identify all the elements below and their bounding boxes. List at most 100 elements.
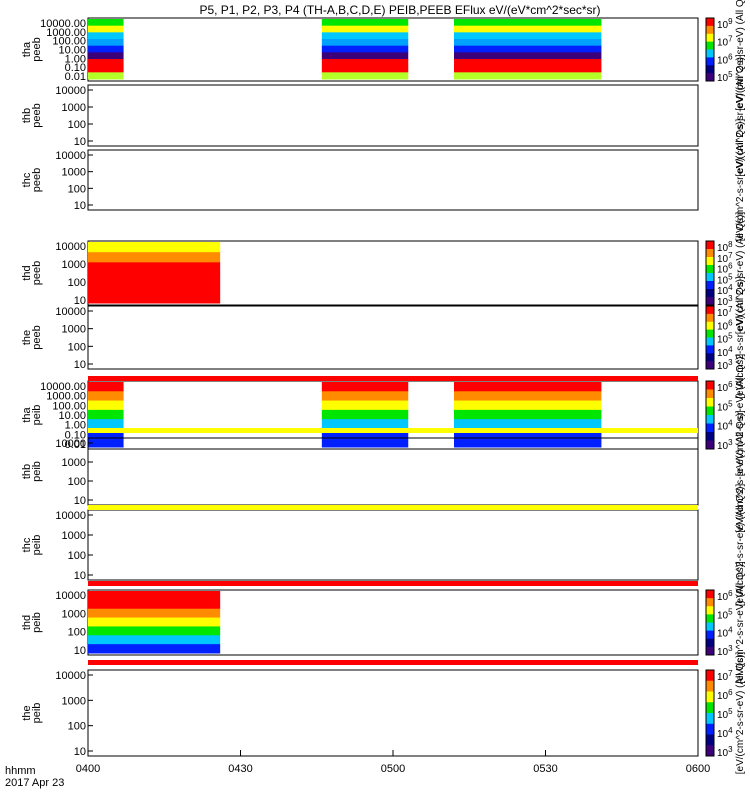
panel-label: thc [21,172,33,187]
spectrogram-cell [88,52,124,60]
y-tick-label: 1000 [62,102,86,114]
colorbar-cell [706,614,714,623]
y-tick-label: 100.00 [52,400,86,412]
y-tick-label: 10.00 [58,410,86,422]
y-tick-label: 1000 [62,259,86,271]
spectrogram-cell [88,262,221,273]
colorbar-label: [eV/(cm^2-s-sr-eV) (All Qs)] [735,561,746,684]
y-tick-label: 0.01 [65,71,86,83]
colorbar-cell [706,734,714,746]
colorbar-label: [eV/(cm^2-s-sr-eV) (All Qs)] [735,212,746,335]
spectrogram-cell [88,599,221,610]
colorbar-tick-label: 104 [717,283,733,297]
colorbar-tick-label: 103 [717,358,733,372]
spectrogram-cell [88,437,124,448]
colorbar-tick-label: 107 [717,669,733,683]
y-tick-label: 10000 [55,306,86,318]
spectrogram-cell [321,428,409,439]
x-tick-label: 0430 [228,763,252,775]
x-tick-label: 0600 [686,763,710,775]
y-tick-label: 0.01 [65,439,86,451]
y-tick-label: 10 [74,746,86,758]
colorbar-cell [706,630,714,640]
colorbar-cell [706,691,714,703]
colorbar-cell [706,65,714,74]
panel-label: thb [21,108,33,123]
spectrogram-cell [88,272,221,284]
y-tick-label: 10.00 [58,45,86,57]
spectrogram-cell [321,19,409,27]
colorbar-tick-label: 103 [717,745,733,759]
spectrogram-cell [321,32,409,40]
y-tick-label: 100 [68,341,86,353]
colorbar-cell [706,49,714,58]
y-tick-label: 100 [68,627,86,639]
colorbar-frame [705,17,715,82]
y-tick-label: 10000 [55,510,86,522]
y-tick-label: 100 [68,721,86,733]
spectrogram-cell [454,65,602,73]
colorbar-tick-label: 104 [717,419,733,433]
spectrogram-cell [321,72,409,80]
panel-label: peeb [31,103,43,127]
panel-label: peeb [31,325,43,349]
spectrogram-cell [88,242,221,253]
spectrogram-cell [88,72,124,80]
y-tick-label: 10000 [55,670,86,682]
colorbar-cell [706,73,714,82]
flag-bar [88,428,698,433]
panel-label: thc [21,537,33,552]
y-tick-label: 10 [74,570,86,582]
y-tick-label: 10 [74,295,86,307]
y-tick-label: 100 [68,119,86,131]
colorbar-cell [706,423,714,433]
spectrogram-cell [321,25,409,33]
spectrogram-cell [454,428,602,439]
colorbar-cell [706,345,714,354]
colorbar-cell [706,702,714,714]
spectrogram-cell [88,428,124,439]
colorbar-cell [706,638,714,648]
flag-bar [88,581,698,586]
colorbar-tick-label: 107 [717,251,733,265]
colorbar-tick-label: 106 [717,688,733,702]
colorbar-tick-label: 104 [717,345,733,359]
colorbar-cell [706,361,714,370]
y-tick-label: 10 [74,359,86,371]
colorbar-tick-label: 105 [717,707,733,721]
spectrogram-cell [321,39,409,47]
spectrogram-cell [321,52,409,60]
colorbar-label: [eV/(cm^2-s-sr-eV) (All Qs)] [735,119,746,242]
panel-label: peib [31,405,43,426]
spectrogram-cell [321,391,409,402]
colorbar-tick-label: 105 [717,399,733,413]
x-tick-label: 0400 [76,763,100,775]
y-tick-label: 1000 [62,457,86,469]
chart-title: P5, P1, P2, P3, P4 (TH-A,B,C,D,E) PEIB,P… [199,3,600,17]
colorbar-cell [706,33,714,43]
spectrogram-cell [454,391,602,402]
spectrogram-cell [321,409,409,420]
colorbar-tick-label: 106 [717,52,733,66]
colorbar-tick-label: 106 [717,318,733,332]
panel-frame [87,84,699,147]
colorbar-tick-label: 109 [717,17,733,31]
colorbar-label: [eV/(cm^2-s-sr-eV) (All Qs)] [735,0,746,111]
panel-label: peib [31,461,43,482]
spectrogram-cell [321,400,409,411]
colorbar-tick-label: 103 [717,294,733,308]
colorbar-frame [705,589,715,656]
panel-label: thb [21,464,33,479]
spectrogram-cell [321,45,409,53]
panel-label: peib [31,703,43,724]
y-tick-label: 10000 [55,150,86,162]
colorbar-tick-label: 106 [717,262,733,276]
spectrogram-cell [321,59,409,67]
colorbar-cell [706,646,714,656]
y-tick-label: 100.00 [52,36,86,48]
colorbar-cell [706,329,714,338]
colorbar-frame [705,240,715,306]
spectrogram-cell [88,419,124,429]
